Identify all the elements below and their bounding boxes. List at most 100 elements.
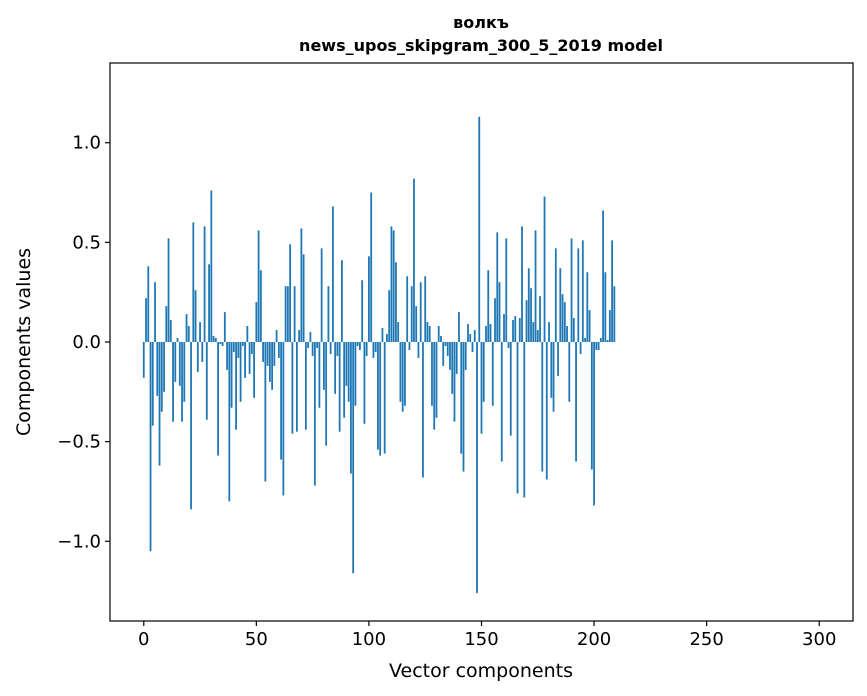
bar-130 bbox=[435, 342, 438, 418]
bar-113 bbox=[397, 322, 400, 342]
bar-41 bbox=[235, 342, 237, 430]
bars-group bbox=[142, 116, 616, 594]
bar-101 bbox=[370, 192, 373, 342]
bar-73 bbox=[307, 342, 310, 348]
bar-34 bbox=[219, 342, 222, 344]
bar-206 bbox=[606, 340, 609, 342]
bar-17 bbox=[181, 342, 183, 422]
bar-63 bbox=[284, 286, 287, 342]
bar-61 bbox=[280, 342, 283, 460]
bar-164 bbox=[512, 320, 514, 342]
bar-124 bbox=[422, 342, 424, 478]
bar-33 bbox=[217, 342, 219, 456]
bar-62 bbox=[282, 342, 285, 496]
bar-83 bbox=[329, 342, 332, 354]
bar-24 bbox=[196, 342, 199, 372]
bar-207 bbox=[608, 310, 611, 342]
bar-68 bbox=[295, 342, 298, 432]
bar-131 bbox=[437, 326, 440, 342]
bar-85 bbox=[334, 342, 337, 394]
y-tick-label: −0.5 bbox=[57, 432, 101, 453]
bar-69 bbox=[298, 330, 301, 342]
bar-36 bbox=[223, 312, 226, 342]
bar-134 bbox=[444, 342, 447, 346]
bar-76 bbox=[313, 342, 316, 486]
bar-22 bbox=[192, 222, 195, 342]
bar-197 bbox=[586, 272, 589, 342]
bar-112 bbox=[395, 262, 397, 342]
chart-title-group: волкъ news_upos_skipgram_300_5_2019 mode… bbox=[299, 13, 663, 55]
bar-200 bbox=[593, 342, 595, 506]
bar-198 bbox=[588, 310, 591, 342]
bar-16 bbox=[178, 342, 181, 386]
bar-160 bbox=[503, 314, 505, 342]
bar-46 bbox=[246, 326, 249, 342]
bar-78 bbox=[318, 342, 321, 408]
bar-56 bbox=[268, 342, 271, 382]
bar-128 bbox=[431, 342, 433, 406]
bar-133 bbox=[442, 342, 445, 366]
bar-64 bbox=[286, 286, 289, 342]
bar-138 bbox=[453, 342, 456, 422]
bar-89 bbox=[343, 342, 346, 418]
bar-155 bbox=[491, 342, 494, 406]
bar-159 bbox=[500, 342, 503, 462]
bar-10 bbox=[165, 306, 168, 342]
bar-122 bbox=[417, 342, 420, 358]
bar-49 bbox=[253, 342, 255, 398]
bar-148 bbox=[476, 342, 478, 594]
bar-154 bbox=[489, 324, 492, 342]
bar-178 bbox=[543, 196, 546, 342]
bar-158 bbox=[498, 282, 501, 342]
bar-111 bbox=[392, 230, 395, 342]
bar-162 bbox=[507, 342, 510, 348]
y-tick-label: 0.0 bbox=[72, 332, 101, 353]
bar-29 bbox=[208, 264, 210, 342]
x-tick-label: 50 bbox=[245, 629, 268, 650]
bar-9 bbox=[163, 342, 165, 392]
bar-27 bbox=[203, 226, 206, 342]
bar-71 bbox=[302, 254, 305, 342]
bar-31 bbox=[212, 336, 215, 342]
bar-54 bbox=[264, 342, 267, 482]
bar-150 bbox=[480, 342, 483, 434]
bar-114 bbox=[399, 342, 402, 402]
bar-5 bbox=[154, 282, 156, 342]
chart-subtitle: news_upos_skipgram_300_5_2019 model bbox=[299, 36, 663, 55]
bar-146 bbox=[471, 342, 474, 352]
bar-201 bbox=[595, 342, 598, 350]
bar-199 bbox=[590, 342, 593, 470]
bar-60 bbox=[277, 342, 280, 358]
bar-98 bbox=[363, 342, 366, 424]
y-tick-label: −1.0 bbox=[57, 531, 101, 552]
y-axis: −1.0 −0.5 0.0 0.5 1.0 bbox=[57, 133, 110, 552]
bar-141 bbox=[460, 342, 463, 454]
bar-57 bbox=[271, 342, 274, 390]
bar-107 bbox=[383, 342, 386, 454]
bar-192 bbox=[575, 342, 577, 462]
bar-118 bbox=[408, 342, 411, 350]
bar-149 bbox=[478, 116, 481, 342]
y-tick-label: 0.5 bbox=[72, 232, 101, 253]
bar-108 bbox=[386, 334, 388, 342]
x-tick-label: 200 bbox=[577, 629, 611, 650]
bar-139 bbox=[455, 342, 458, 374]
bar-77 bbox=[316, 342, 319, 348]
bar-52 bbox=[259, 270, 262, 342]
bar-171 bbox=[527, 268, 530, 342]
bar-115 bbox=[401, 342, 404, 412]
bar-169 bbox=[523, 342, 526, 498]
bar-166 bbox=[516, 342, 519, 494]
bar-80 bbox=[322, 342, 325, 390]
bar-12 bbox=[169, 320, 172, 342]
bar-97 bbox=[361, 280, 364, 342]
bar-126 bbox=[426, 322, 429, 342]
bar-96 bbox=[359, 342, 361, 350]
bar-163 bbox=[509, 342, 512, 436]
y-tick-label: 1.0 bbox=[72, 133, 101, 154]
bar-84 bbox=[332, 206, 334, 342]
bar-123 bbox=[419, 282, 422, 342]
x-tick-label: 300 bbox=[802, 629, 836, 650]
bar-167 bbox=[518, 318, 521, 342]
bar-157 bbox=[496, 232, 499, 342]
